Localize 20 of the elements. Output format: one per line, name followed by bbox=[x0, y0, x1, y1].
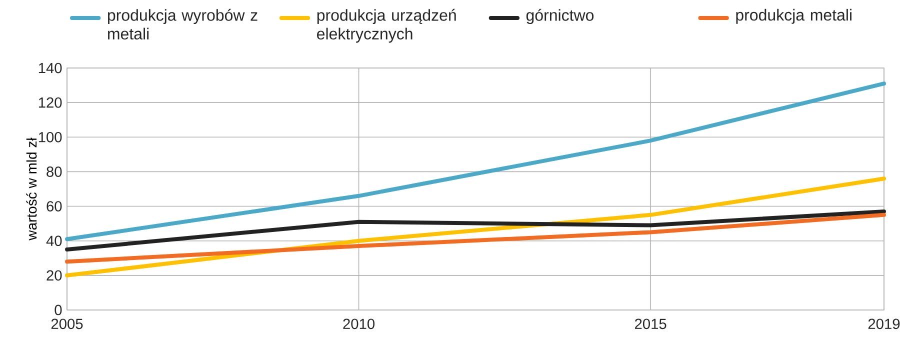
y-tick-label: 20 bbox=[46, 270, 62, 281]
x-tick-label: 2010 bbox=[343, 318, 375, 330]
legend-label: produkcja wyrobów z metali bbox=[108, 8, 258, 40]
line-series bbox=[65, 82, 886, 242]
y-tick-label: 80 bbox=[46, 166, 62, 177]
x-tick-label: 2015 bbox=[634, 318, 666, 330]
legend-label: produkcja urządzeń elektrycznych bbox=[317, 8, 456, 43]
line-series bbox=[65, 209, 886, 252]
y-tick-label: 120 bbox=[38, 97, 62, 108]
x-tick-label: 2019 bbox=[868, 318, 900, 330]
y-axis-title: wartość w mld zł bbox=[26, 138, 37, 240]
y-tick-label: 0 bbox=[54, 304, 62, 316]
y-tick-label: 40 bbox=[46, 236, 62, 246]
legend-label: górnictwo bbox=[526, 8, 594, 24]
legend-label: produkcja metali bbox=[736, 8, 852, 24]
x-tick-label: 2005 bbox=[51, 318, 83, 330]
y-tick-label: 60 bbox=[46, 201, 62, 212]
line-series bbox=[65, 212, 886, 264]
y-tick-label: 140 bbox=[38, 62, 62, 74]
y-tick-label: 100 bbox=[38, 132, 62, 142]
